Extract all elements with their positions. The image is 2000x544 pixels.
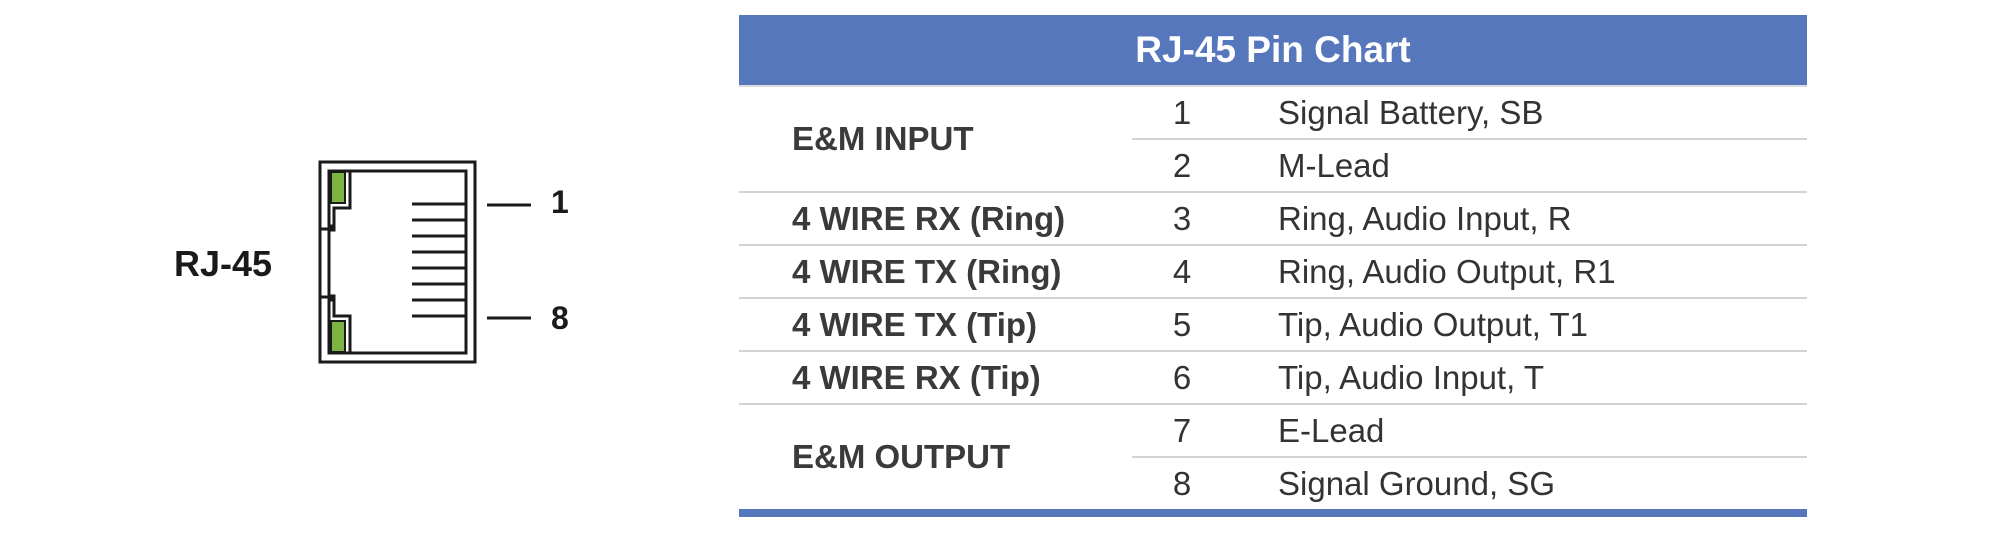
pin-number: 1 (1172, 93, 1192, 131)
pin-number: 4 (1172, 252, 1192, 290)
pin-group: 4 WIRE TX (Ring) 4 Ring, Audio Output, R… (739, 246, 1807, 299)
pin-signal: Signal Ground, SG (1278, 464, 1555, 502)
pin-number: 3 (1172, 199, 1192, 237)
group-label: 4 WIRE TX (Ring) (792, 252, 1062, 290)
pin-chart-title: RJ-45 Pin Chart (739, 15, 1807, 87)
pin-row: 2 M-Lead (1132, 140, 1807, 191)
pin-chart-table: RJ-45 Pin Chart E&M INPUT 1 Signal Batte… (739, 15, 1807, 517)
pin-group: 4 WIRE TX (Tip) 5 Tip, Audio Output, T1 (739, 299, 1807, 352)
pin-label-last: 8 (551, 300, 569, 336)
pin-number: 8 (1172, 464, 1192, 502)
pin-row: 1 Signal Battery, SB (1132, 87, 1807, 140)
jack-notch-bottom (320, 295, 352, 353)
pin-row: 4 Ring, Audio Output, R1 (1132, 246, 1807, 297)
pin-number: 2 (1172, 146, 1192, 184)
pin-label-first: 1 (551, 184, 569, 220)
connector-name: RJ-45 (174, 243, 273, 284)
pin-row: 3 Ring, Audio Input, R (1132, 193, 1807, 244)
connector-diagram: RJ-45 1 8 (0, 0, 640, 544)
pin-row: 5 Tip, Audio Output, T1 (1132, 299, 1807, 350)
pin-signal: Tip, Audio Input, T (1278, 358, 1544, 396)
pin-group: E&M OUTPUT 7 E-Lead 8 Signal Ground, SG (739, 405, 1807, 517)
pin-group: E&M INPUT 1 Signal Battery, SB 2 M-Lead (739, 87, 1807, 193)
pin-number: 7 (1172, 411, 1192, 449)
group-label: E&M INPUT (792, 120, 974, 157)
pin-group: 4 WIRE RX (Tip) 6 Tip, Audio Input, T (739, 352, 1807, 405)
pin-signal: Ring, Audio Input, R (1278, 199, 1572, 237)
pin-row: 6 Tip, Audio Input, T (1132, 352, 1807, 403)
group-label: 4 WIRE RX (Ring) (792, 199, 1066, 237)
pin-signal: Ring, Audio Output, R1 (1278, 252, 1616, 290)
pin-signal: M-Lead (1278, 146, 1390, 184)
pin-number: 5 (1172, 305, 1192, 343)
jack-notch-top (320, 169, 352, 231)
led-bottom-icon (330, 320, 346, 353)
pin-signal: Signal Battery, SB (1278, 93, 1544, 131)
jack-housing (318, 160, 477, 364)
led-top-icon (330, 171, 346, 204)
pin-group: 4 WIRE RX (Ring) 3 Ring, Audio Input, R (739, 193, 1807, 246)
pin-row: 8 Signal Ground, SG (1132, 458, 1807, 509)
group-label: E&M OUTPUT (792, 438, 1011, 475)
group-label: 4 WIRE TX (Tip) (792, 305, 1038, 343)
pin-contacts (412, 202, 466, 318)
pin-row: 7 E-Lead (1132, 405, 1807, 458)
pin-number: 6 (1172, 358, 1192, 396)
pin-signal: Tip, Audio Output, T1 (1278, 305, 1589, 343)
group-label: 4 WIRE RX (Tip) (792, 358, 1041, 396)
rj45-jack-drawing (318, 160, 531, 364)
pin-signal: E-Lead (1278, 411, 1385, 449)
